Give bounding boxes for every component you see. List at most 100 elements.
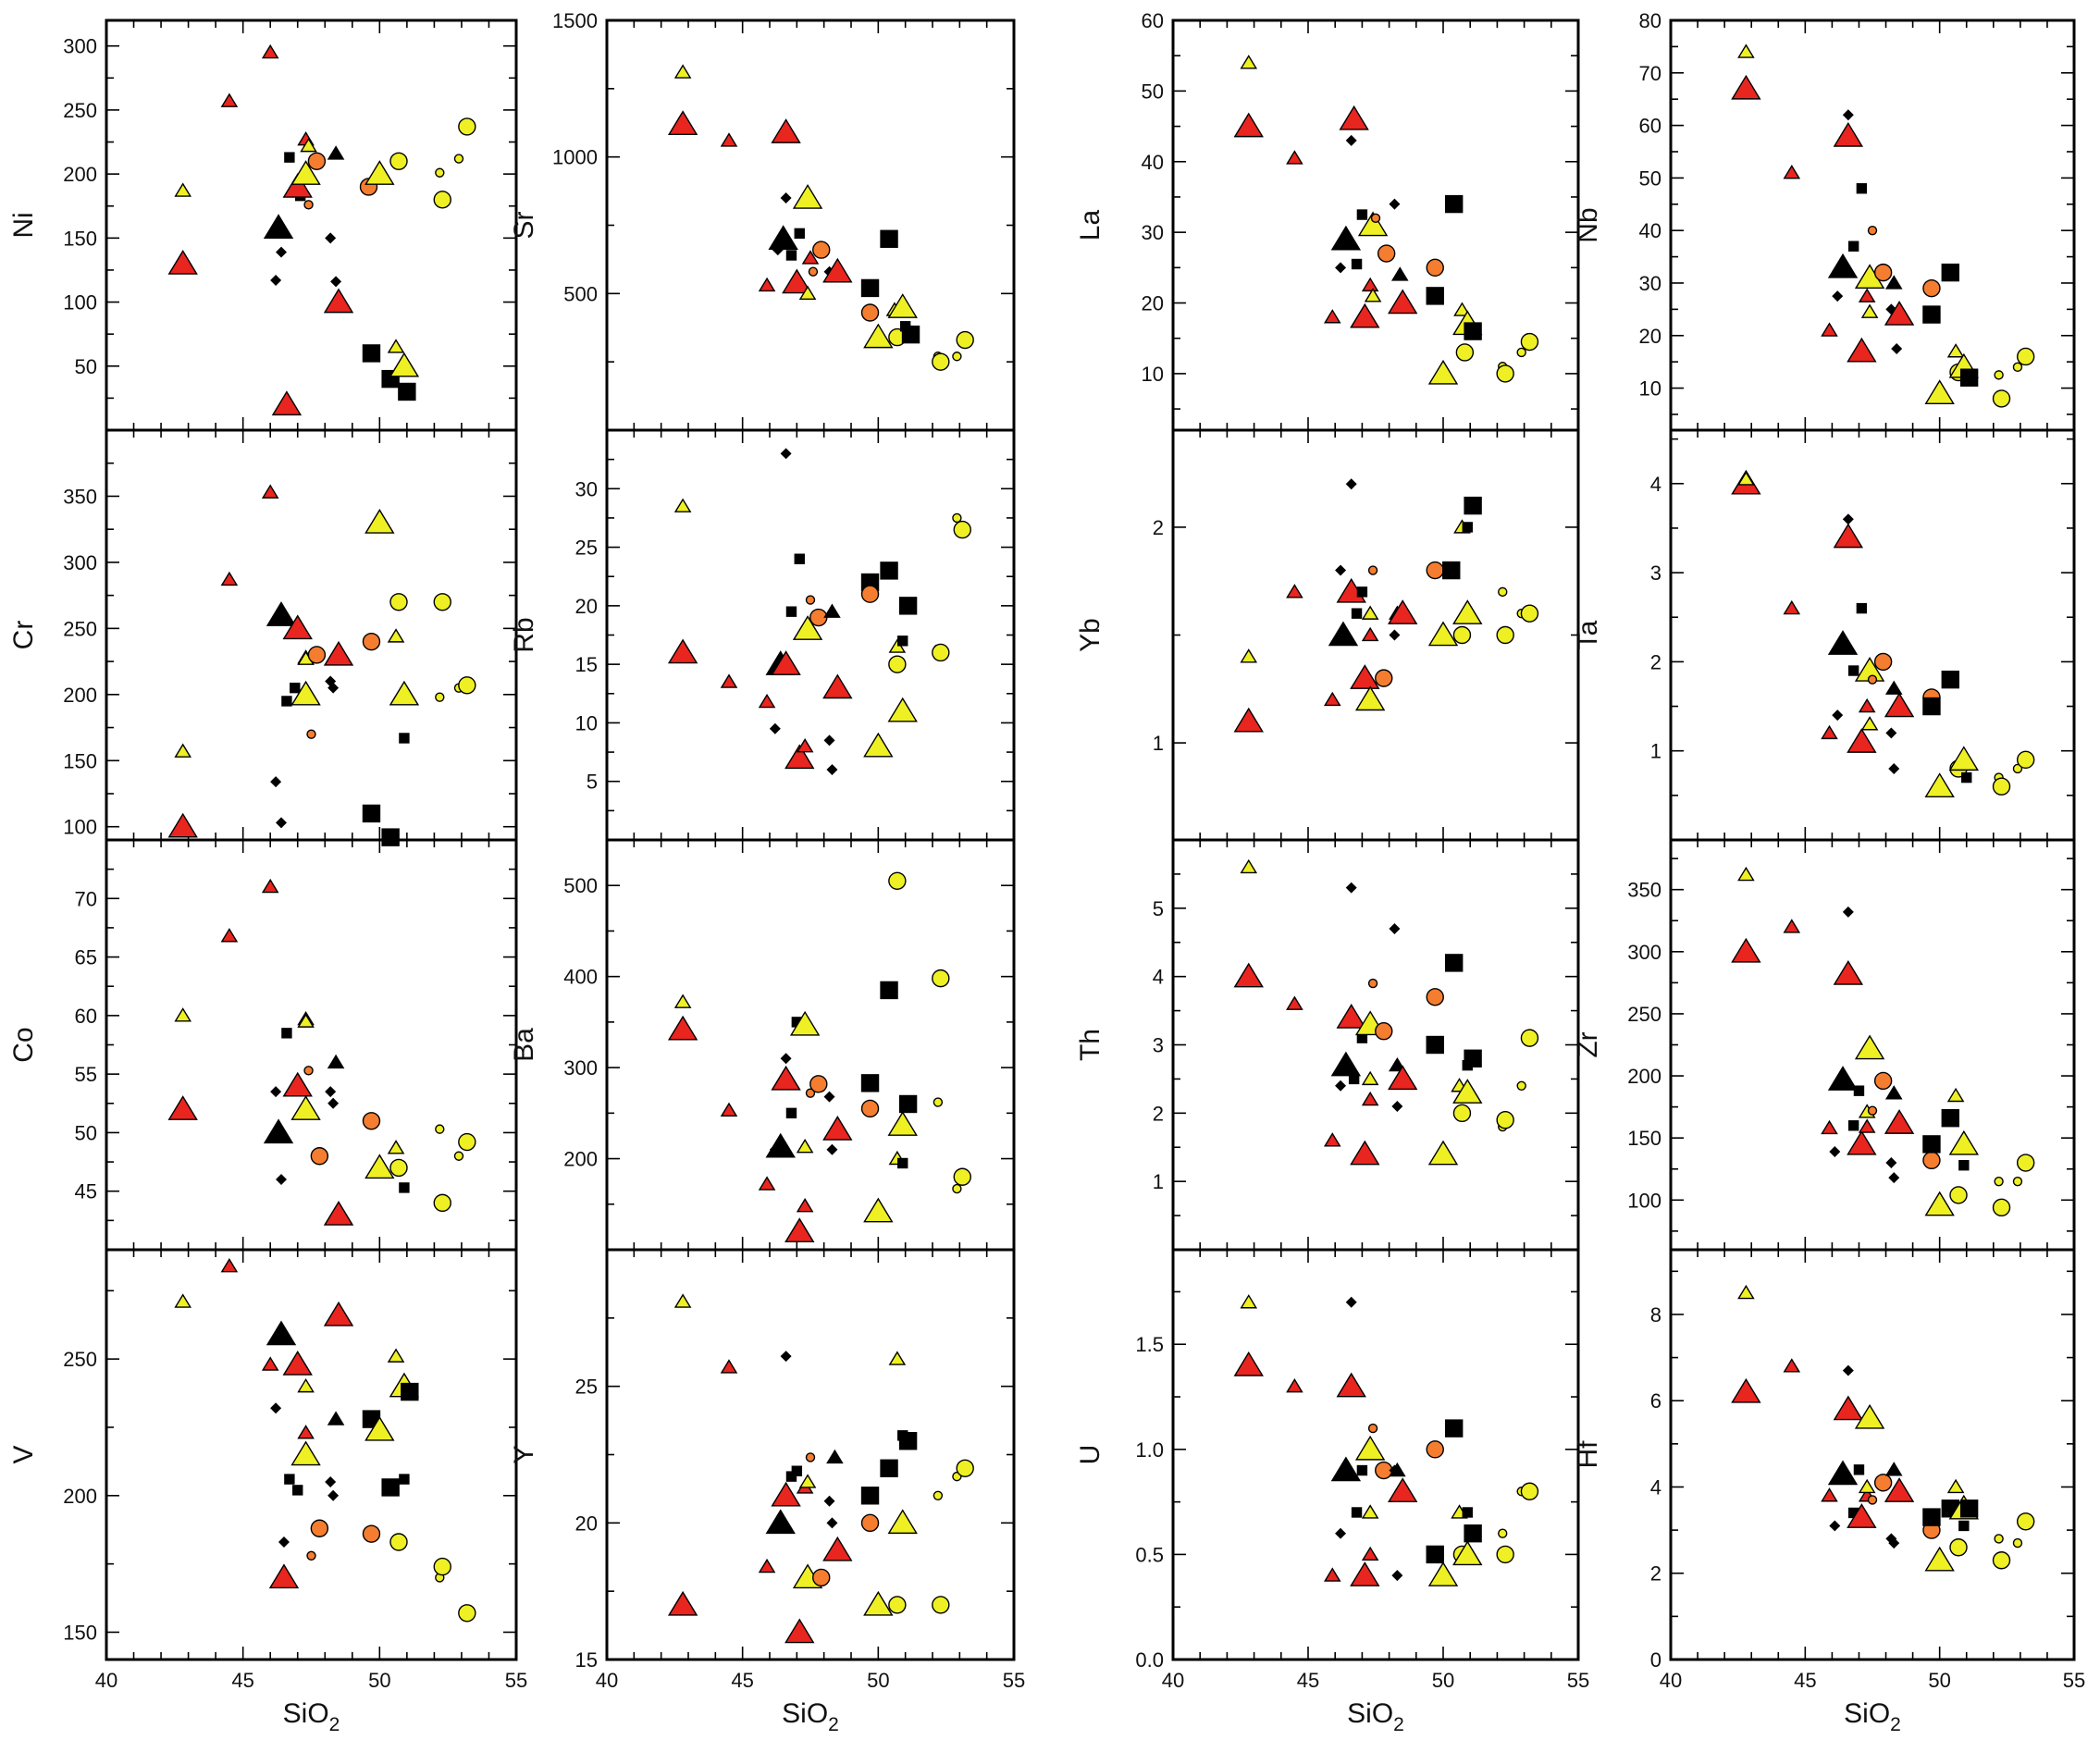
point-circle [805, 1452, 816, 1462]
point-circle [1426, 258, 1444, 278]
point-circle [1452, 625, 1472, 645]
y-axis-label: V [8, 1445, 39, 1463]
point-triangle [1389, 1462, 1406, 1477]
point-square [1856, 602, 1868, 614]
point-circle [809, 1075, 828, 1093]
point-triangle [1350, 1561, 1380, 1586]
plot-frame [1171, 838, 1580, 1252]
point-diamond [780, 1351, 792, 1363]
point-circle [433, 1557, 451, 1576]
x-tick-label: 50 [368, 1669, 390, 1692]
point-diamond [1345, 1296, 1357, 1308]
y-tick-label: 30 [575, 477, 598, 500]
y-tick-label: 15 [575, 653, 598, 676]
point-circle [1922, 278, 1941, 298]
point-circle [1922, 1151, 1941, 1170]
y-tick-label: 40 [1639, 219, 1661, 242]
x-tick-label: 40 [1162, 1669, 1184, 1692]
point-circle [952, 512, 962, 524]
point-triangle [323, 288, 354, 314]
point-triangle [1286, 584, 1303, 599]
point-circle [435, 167, 445, 178]
point-circle [932, 643, 950, 662]
point-circle [433, 593, 451, 611]
x-tick-label: 45 [1297, 1669, 1319, 1692]
plot-frame [1171, 428, 1580, 842]
point-triangle [220, 1258, 239, 1273]
point-triangle [768, 225, 798, 251]
point-triangle [1427, 1140, 1459, 1166]
point-triangle [1323, 691, 1341, 707]
point-square [1444, 1419, 1464, 1438]
point-triangle [271, 390, 303, 416]
point-triangle [387, 1140, 405, 1154]
point-circle [1426, 561, 1444, 580]
point-triangle [1361, 1546, 1379, 1561]
point-triangle [863, 323, 894, 349]
point-diamond [826, 1517, 838, 1529]
point-triangle [1783, 165, 1801, 179]
y-tick-label: 30 [1639, 272, 1661, 295]
point-circle [1994, 1176, 2004, 1187]
point-square [1941, 263, 1959, 282]
point-circle [362, 1524, 381, 1543]
y-tick-label: 45 [75, 1180, 97, 1203]
point-triangle [1330, 225, 1362, 251]
y-axis-label: Co [8, 1027, 39, 1062]
y-tick-label: 250 [1627, 1003, 1661, 1026]
point-triangle [1858, 1478, 1876, 1494]
point-triangle [1388, 289, 1418, 315]
point-square [1464, 496, 1482, 515]
y-tick-label: 2 [1153, 1102, 1164, 1125]
point-circle [888, 655, 907, 673]
point-square [880, 981, 898, 1000]
point-triangle [667, 638, 698, 664]
point-triangle [1388, 1477, 1418, 1503]
point-circle [1520, 1029, 1539, 1047]
point-triangle [720, 132, 738, 147]
point-triangle [268, 1563, 300, 1589]
point-circle [953, 1167, 971, 1186]
point-diamond [823, 1495, 835, 1507]
point-circle [433, 191, 451, 209]
point-circle [1949, 1538, 1968, 1557]
point-square [399, 1182, 410, 1193]
x-tick-label: 45 [731, 1669, 753, 1692]
point-triangle [1827, 1066, 1859, 1091]
point-triangle [1737, 43, 1755, 58]
point-triangle [863, 732, 894, 758]
point-triangle [290, 1095, 321, 1120]
point-triangle [1364, 288, 1382, 302]
point-triangle [167, 812, 198, 838]
point-triangle [1884, 275, 1903, 290]
y-tick-label: 200 [63, 163, 97, 186]
y-tick-label: 500 [563, 282, 598, 305]
point-circle [932, 1596, 950, 1614]
point-triangle [1821, 1119, 1838, 1135]
point-triangle [1361, 1091, 1379, 1106]
panels-layer: 50100150200250300Ni50010001500Sr10203040… [8, 9, 2085, 1735]
y-tick-label: 0.5 [1135, 1543, 1164, 1566]
point-diamond [276, 246, 288, 258]
point-triangle [1286, 995, 1303, 1010]
point-triangle [1847, 728, 1877, 753]
y-tick-label: 6 [1650, 1389, 1661, 1413]
point-circle [2016, 750, 2035, 770]
point-circle [310, 1147, 329, 1166]
point-triangle [887, 1111, 918, 1136]
point-square [290, 682, 301, 694]
point-circle [1873, 263, 1893, 282]
point-diamond [325, 1476, 337, 1488]
point-square [1922, 697, 1941, 716]
point-triangle [1240, 858, 1258, 874]
point-square [860, 278, 880, 298]
point-triangle [720, 673, 738, 688]
point-square [1444, 194, 1464, 214]
point-square [1853, 1464, 1865, 1475]
y-tick-label: 0.0 [1135, 1648, 1164, 1672]
point-triangle [667, 110, 698, 135]
point-diamond [1335, 1080, 1347, 1092]
point-triangle [1858, 288, 1876, 302]
point-triangle [796, 1198, 814, 1213]
